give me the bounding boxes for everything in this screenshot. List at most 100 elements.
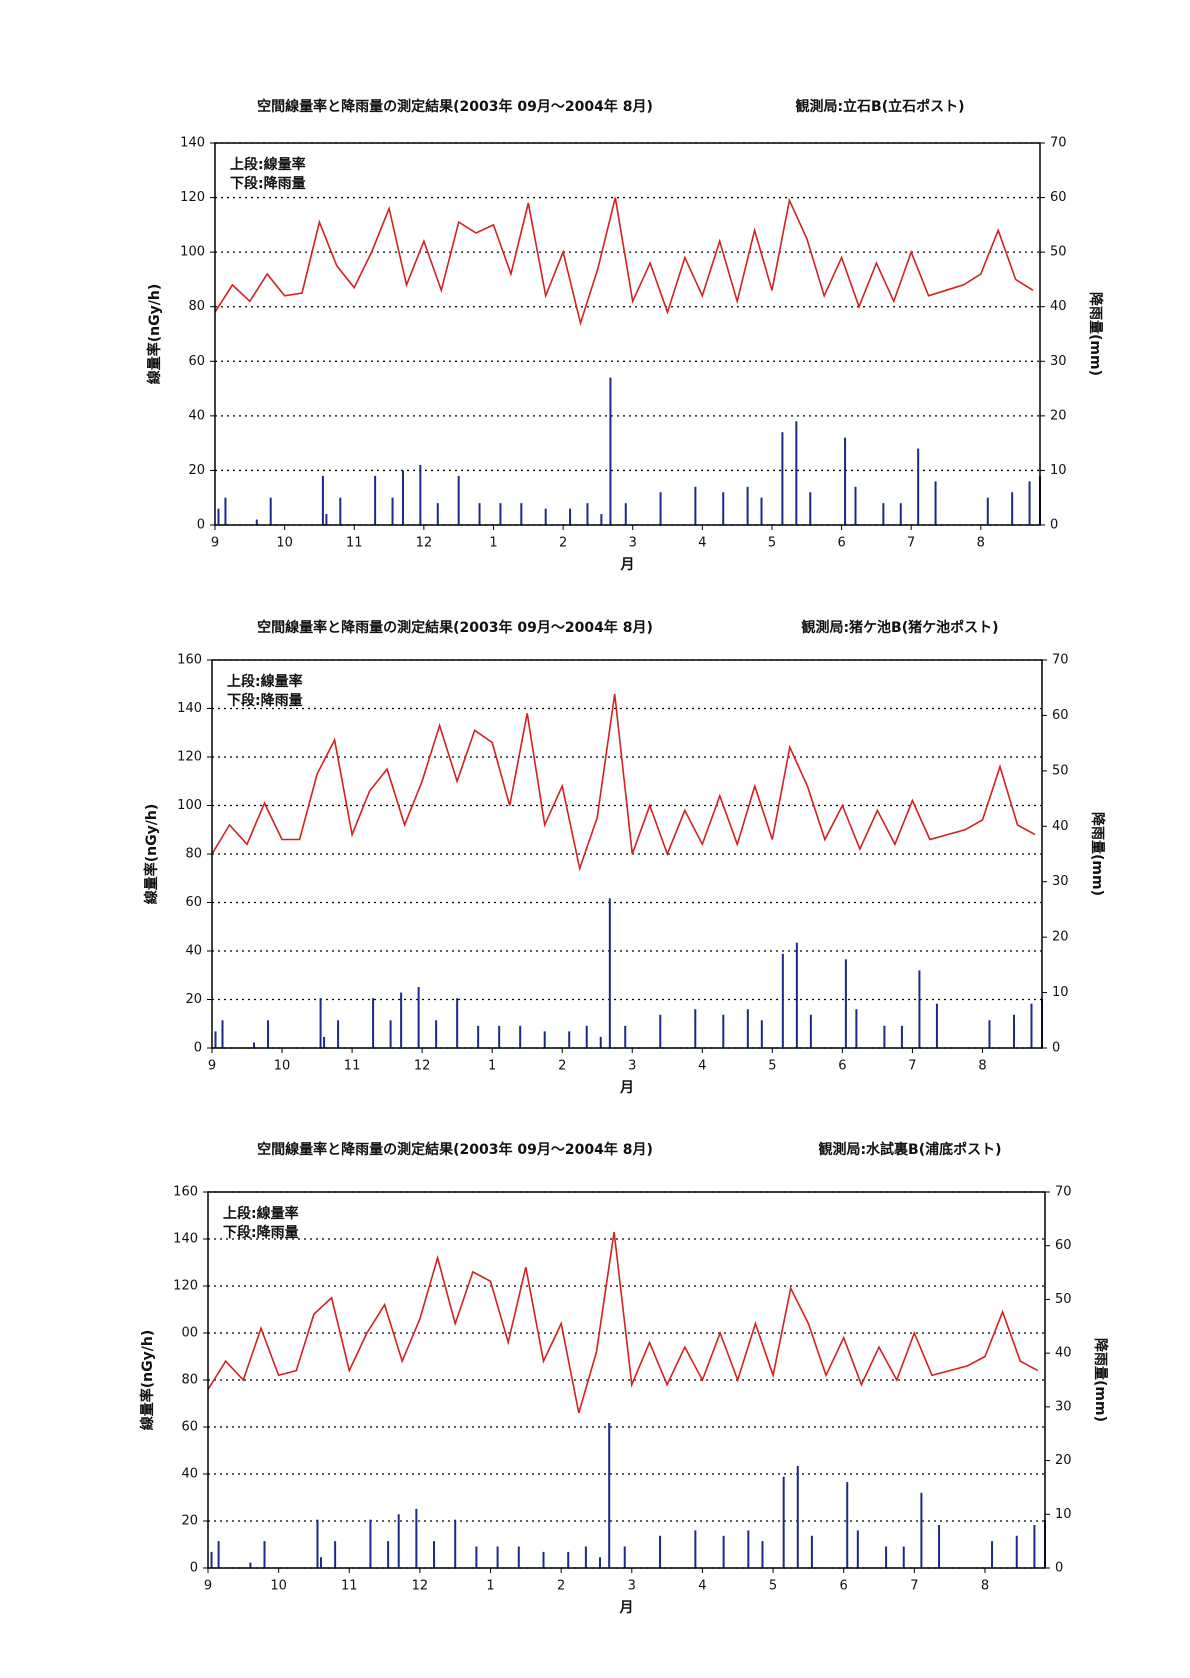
y2-tick-label: 0 xyxy=(1052,1041,1060,1056)
rain-bar xyxy=(542,1551,545,1568)
y-tick-label: 100 xyxy=(177,798,202,813)
rain-bar xyxy=(918,970,921,1048)
y-tick-label: 00 xyxy=(181,1326,198,1341)
y-tick-label: 60 xyxy=(185,895,202,910)
rain-bar xyxy=(844,437,847,525)
rain-bar xyxy=(885,1546,888,1568)
rain-bar xyxy=(339,497,342,525)
rain-bar xyxy=(624,1025,627,1048)
x-tick-label: 3 xyxy=(628,1579,636,1594)
dose-rate-line xyxy=(211,693,1036,872)
rain-bar xyxy=(456,998,459,1048)
rain-bar xyxy=(372,998,375,1048)
x-tick-label: 2 xyxy=(557,1579,565,1594)
x-tick-label: 11 xyxy=(344,1059,361,1074)
rain-bar xyxy=(934,481,937,525)
x-tick-label: 7 xyxy=(908,1059,916,1074)
rain-bar xyxy=(935,1003,938,1048)
rain-bar xyxy=(320,1557,323,1568)
rain-bar xyxy=(882,503,885,525)
y-tick-label: 100 xyxy=(180,245,205,260)
rain-bar xyxy=(221,1020,224,1048)
rain-bar xyxy=(401,470,404,525)
x-tick-label: 8 xyxy=(978,1059,986,1074)
rain-bar xyxy=(217,508,220,525)
rain-bar xyxy=(436,503,439,525)
x-tick-label: 9 xyxy=(211,536,219,551)
rain-bar xyxy=(659,1535,662,1568)
plot-frame xyxy=(211,659,1043,1049)
rain-bar xyxy=(586,503,589,525)
rain-bar xyxy=(782,1476,785,1568)
chart-title: 空間線量率と降雨量の測定結果(2003年 09月～2004年 8月) xyxy=(257,98,653,115)
rain-bar xyxy=(608,1422,611,1568)
rain-bar xyxy=(795,942,798,1048)
rain-bar xyxy=(1012,1014,1015,1048)
y2-tick-label: 60 xyxy=(1052,708,1069,723)
y-tick-label: 140 xyxy=(173,1232,198,1247)
rain-bar xyxy=(854,486,857,525)
x-tick-label: 6 xyxy=(840,1579,848,1594)
rain-bar xyxy=(321,475,324,525)
y-tick-label: 80 xyxy=(185,847,202,862)
x-tick-label: 6 xyxy=(838,1059,846,1074)
y2-tick-label: 20 xyxy=(1050,408,1067,423)
station-label: 観測局:立石B(立石ポスト) xyxy=(795,98,964,115)
x-tick-label: 12 xyxy=(412,1579,429,1594)
rain-bar xyxy=(255,519,258,525)
rain-bar xyxy=(567,1551,570,1568)
y-tick-label: 20 xyxy=(185,992,202,1007)
rain-bar xyxy=(369,1519,372,1568)
y2-tick-label: 10 xyxy=(1050,463,1067,478)
rain-bar xyxy=(623,1546,626,1568)
y2-axis-label: 降雨量(mm) xyxy=(1092,1338,1109,1422)
y-tick-label: 40 xyxy=(185,944,202,959)
x-tick-label: 11 xyxy=(341,1579,358,1594)
y-tick-label: 160 xyxy=(173,1185,198,1200)
y2-tick-label: 0 xyxy=(1050,518,1058,533)
rain-bar xyxy=(608,898,611,1048)
rain-bar xyxy=(517,1546,520,1568)
rain-bar xyxy=(796,1465,799,1568)
x-tick-label: 3 xyxy=(629,536,637,551)
x-axis-label: 月 xyxy=(620,557,635,573)
annotation: 上段:線量率 xyxy=(230,156,306,173)
x-tick-label: 3 xyxy=(628,1059,636,1074)
rain-bar xyxy=(454,1519,457,1568)
rain-bar xyxy=(419,464,422,525)
x-tick-label: 1 xyxy=(489,536,497,551)
annotation: 下段:降雨量 xyxy=(227,692,303,709)
x-tick-label: 8 xyxy=(981,1579,989,1594)
y-axis-label: 線量率(nGy/h) xyxy=(143,804,160,904)
rain-bar xyxy=(325,514,328,525)
rain-bar xyxy=(761,1541,764,1568)
y-tick-label: 80 xyxy=(181,1373,198,1388)
x-tick-label: 9 xyxy=(208,1059,216,1074)
y-tick-label: 60 xyxy=(181,1420,198,1435)
rain-bar xyxy=(224,497,227,525)
rain-bar xyxy=(433,1541,436,1568)
rain-bar xyxy=(795,421,798,525)
rain-bar xyxy=(902,1546,905,1568)
rain-bar xyxy=(585,1025,588,1048)
rain-bar xyxy=(599,1036,602,1048)
rain-bar xyxy=(844,959,847,1048)
rain-bar xyxy=(498,1025,501,1048)
rain-bar xyxy=(457,475,460,525)
y2-tick-label: 50 xyxy=(1050,245,1067,260)
rain-bar xyxy=(624,503,627,525)
y-tick-label: 120 xyxy=(180,190,205,205)
rain-bar xyxy=(722,1535,725,1568)
y-tick-label: 40 xyxy=(181,1467,198,1482)
rain-bar xyxy=(988,1020,991,1048)
y2-tick-label: 0 xyxy=(1055,1561,1063,1576)
rain-bar xyxy=(323,1036,326,1048)
rain-bar xyxy=(599,1557,602,1568)
rain-bar xyxy=(1033,1525,1036,1568)
rain-bar xyxy=(568,1031,571,1048)
rain-bar xyxy=(397,1514,400,1568)
y-axis-label: 線量率(nGy/h) xyxy=(139,1330,156,1430)
annotation: 上段:線量率 xyxy=(227,673,303,690)
y-tick-label: 140 xyxy=(177,701,202,716)
